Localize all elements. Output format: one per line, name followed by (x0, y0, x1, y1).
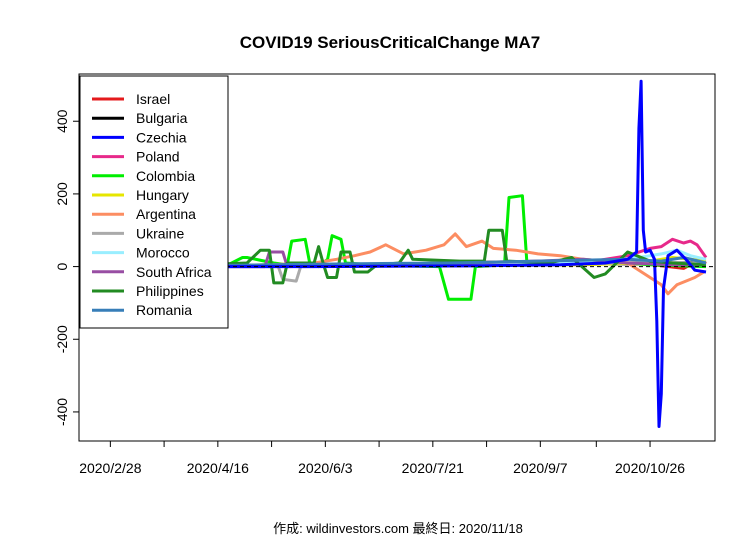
legend-label-israel: Israel (136, 91, 170, 107)
legend-label-morocco: Morocco (136, 245, 190, 261)
y-tick-label: 400 (54, 109, 70, 133)
x-tick-label: 2020/2/28 (79, 460, 141, 476)
plot-frame (78, 73, 716, 442)
chart-caption: 作成: wildinvestors.com 最終日: 2020/11/18 (273, 521, 523, 536)
y-tick-label: -200 (54, 325, 70, 353)
legend-label-south-africa: South Africa (136, 264, 212, 280)
series-lines (90, 79, 708, 428)
legend-label-argentina: Argentina (136, 206, 196, 222)
x-tick-label: 2020/4/16 (187, 460, 249, 476)
x-tick-label: 2020/6/3 (298, 460, 353, 476)
legend-label-hungary: Hungary (136, 187, 189, 203)
legend-label-colombia: Colombia (136, 168, 195, 184)
x-axis: 2020/2/28 2020/4/16 2020/6/3 2020/7/21 2020/… (79, 441, 685, 476)
x-tick-label: 2020/10/26 (615, 460, 685, 476)
legend-label-romania: Romania (136, 302, 192, 318)
x-tick-label: 2020/7/21 (402, 460, 464, 476)
legend-label-czechia: Czechia (136, 129, 187, 145)
legend-label-ukraine: Ukraine (136, 225, 184, 241)
y-tick-label: -400 (54, 398, 70, 426)
chart-title: COVID19 SeriousCriticalChange MA7 (240, 33, 540, 52)
y-tick-label: 0 (54, 262, 70, 270)
y-axis: -400 -200 0 200 400 (54, 109, 79, 426)
legend: Israel Bulgaria Czechia Poland Colombia Hunga… (79, 75, 229, 329)
legend-label-philippines: Philippines (136, 283, 204, 299)
legend-label-bulgaria: Bulgaria (136, 110, 188, 126)
x-tick-label: 2020/9/7 (513, 460, 568, 476)
y-tick-label: 200 (54, 182, 70, 206)
legend-label-poland: Poland (136, 149, 180, 165)
